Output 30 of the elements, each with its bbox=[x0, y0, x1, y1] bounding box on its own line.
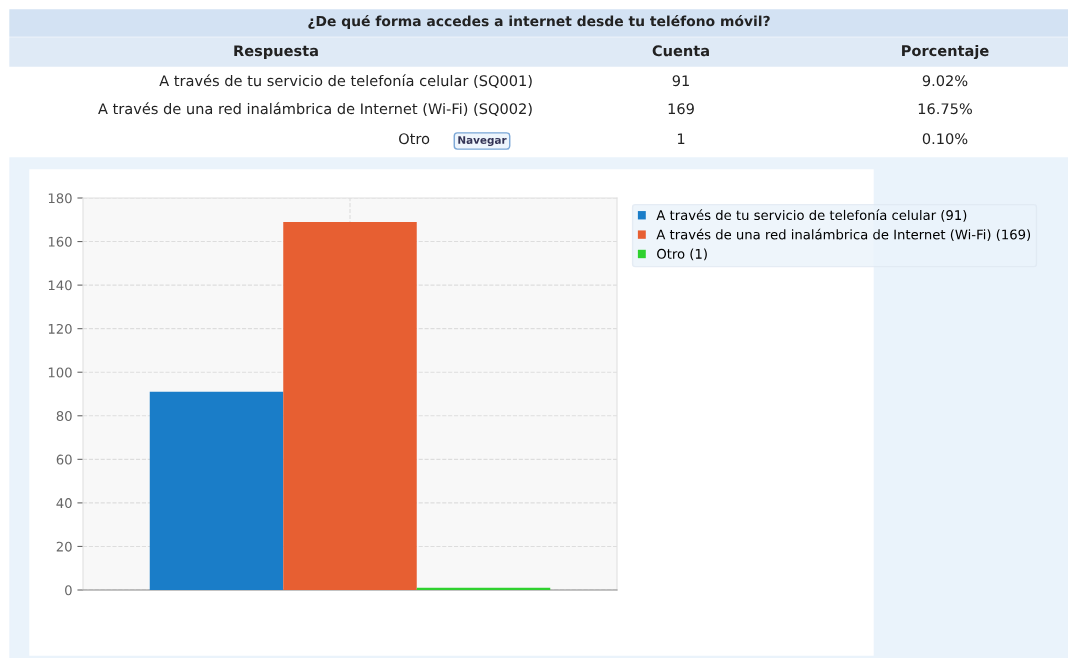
y-tick-label: 140 bbox=[48, 280, 72, 291]
legend-label: A través de una red inalámbrica de Internet (Wi-Fi) (169) bbox=[656, 228, 1031, 242]
chart-title: ¿De qué forma accedes a internet desde tu teléfono móvil? bbox=[308, 15, 770, 29]
y-tick-label: 180 bbox=[48, 193, 72, 204]
text: Navegar bbox=[458, 136, 507, 147]
y-tick-label: 120 bbox=[48, 323, 72, 334]
text: Cuenta bbox=[652, 45, 709, 57]
text: 16.75% bbox=[918, 103, 972, 115]
text: A través de tu servicio de telefonía celular (SQ001) bbox=[159, 74, 532, 88]
text: 0.10% bbox=[922, 133, 968, 145]
y-tick-label: 100 bbox=[48, 367, 72, 378]
legend-label: A través de tu servicio de telefonía celular (91) bbox=[656, 209, 967, 222]
text: A través de una red inalámbrica de Internet (Wi-Fi) (SQ002) bbox=[98, 102, 532, 116]
bar bbox=[416, 587, 551, 590]
text: 91 bbox=[672, 75, 689, 87]
bar bbox=[283, 221, 417, 590]
y-tick-label: 40 bbox=[56, 498, 72, 509]
y-tick-label: 160 bbox=[48, 236, 72, 247]
y-tick-label: 20 bbox=[56, 541, 72, 552]
y-tick-label: 0 bbox=[65, 585, 72, 596]
legend-label: Otro (1) bbox=[657, 248, 707, 261]
y-tick-label: 80 bbox=[56, 411, 72, 421]
bar bbox=[149, 391, 284, 590]
text: Otro bbox=[399, 133, 430, 145]
text: Porcentaje bbox=[902, 44, 989, 60]
y-tick-label: 60 bbox=[56, 454, 72, 465]
text: 1 bbox=[677, 133, 685, 145]
text: 169 bbox=[668, 103, 694, 115]
text: Respuesta bbox=[234, 45, 318, 60]
text: 9.02% bbox=[922, 75, 968, 87]
